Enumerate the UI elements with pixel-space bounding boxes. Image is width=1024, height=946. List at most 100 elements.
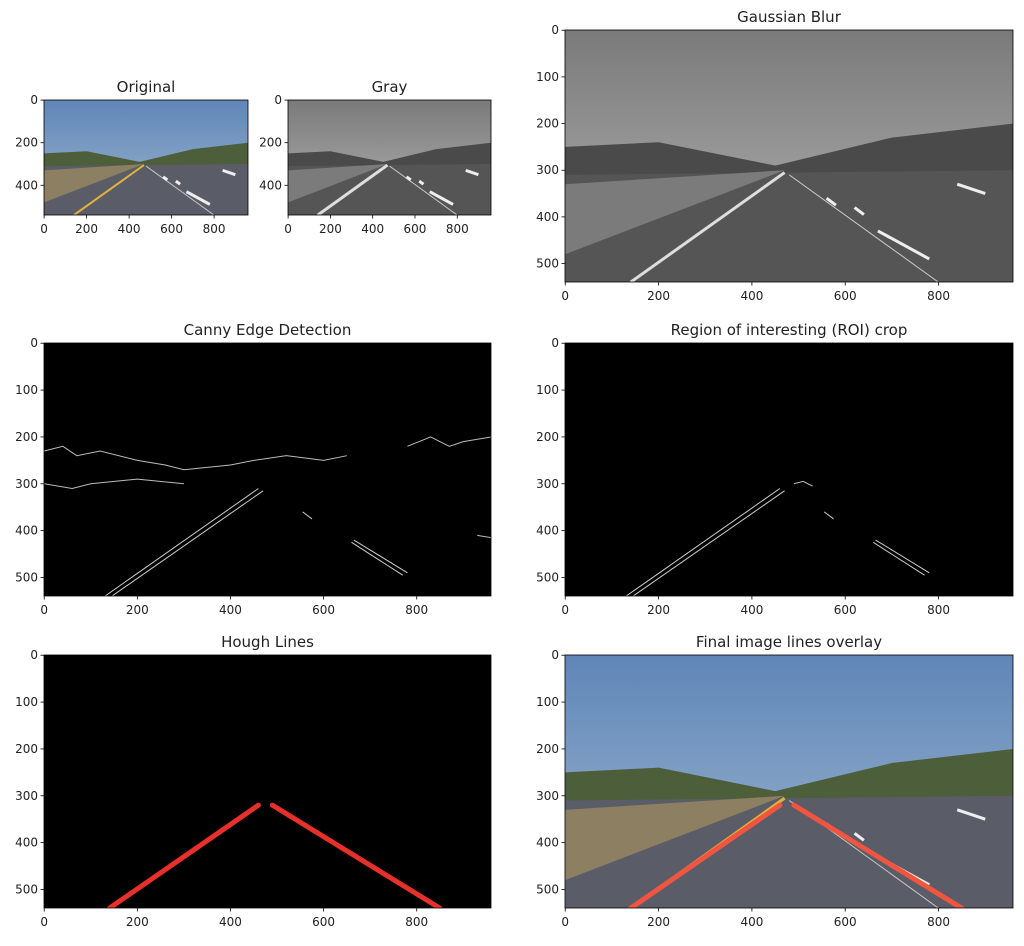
y-tick-label: 0 xyxy=(551,336,559,350)
scene-line xyxy=(853,206,865,216)
hough-line xyxy=(628,802,783,908)
scene-line xyxy=(44,478,184,489)
x-tick-label: 0 xyxy=(561,603,569,617)
y-tick-label: 100 xyxy=(15,383,38,397)
y-tick-label: 100 xyxy=(536,383,559,397)
scene-line xyxy=(407,436,491,447)
axes-frame xyxy=(43,99,249,216)
hough-line xyxy=(791,802,965,908)
scene-line xyxy=(877,229,930,261)
y-tick-label: 200 xyxy=(536,430,559,444)
scene-shape xyxy=(288,163,388,203)
scene-line xyxy=(429,190,454,206)
y-tick-label: 500 xyxy=(536,570,559,584)
y-tick-label: 400 xyxy=(15,178,38,192)
image-panel xyxy=(565,343,1013,596)
x-tick-label: 400 xyxy=(219,915,242,929)
background xyxy=(44,655,491,908)
hough-line xyxy=(269,802,443,908)
axes-frame xyxy=(43,342,492,597)
x-tick-label: 600 xyxy=(160,222,183,236)
y-tick-label: 0 xyxy=(30,336,38,350)
y-tick-label: 300 xyxy=(536,477,559,491)
x-tick-label: 0 xyxy=(561,915,569,929)
x-tick-label: 800 xyxy=(405,603,428,617)
y-tick-label: 200 xyxy=(15,742,38,756)
x-tick-label: 600 xyxy=(312,915,335,929)
scene-line xyxy=(465,168,479,177)
y-tick-label: 400 xyxy=(259,178,282,192)
scene-line xyxy=(353,539,408,574)
scene-line xyxy=(185,190,211,206)
panel-title: Hough Lines xyxy=(221,633,314,651)
axes-frame xyxy=(43,654,492,909)
x-tick-label: 0 xyxy=(40,915,48,929)
x-tick-label: 400 xyxy=(740,289,763,303)
y-tick-label: 500 xyxy=(15,570,38,584)
scene-line xyxy=(44,445,347,471)
scene-line xyxy=(418,179,425,186)
scene-line xyxy=(853,832,865,842)
x-tick-label: 600 xyxy=(834,915,857,929)
x-tick-label: 0 xyxy=(40,603,48,617)
scene-line xyxy=(389,165,458,215)
y-tick-label: 200 xyxy=(15,430,38,444)
x-tick-label: 200 xyxy=(75,222,98,236)
panel-title: Gaussian Blur xyxy=(737,8,842,26)
x-tick-label: 0 xyxy=(284,222,292,236)
scene-line xyxy=(875,539,930,574)
y-tick-label: 400 xyxy=(536,836,559,850)
x-tick-label: 200 xyxy=(126,915,149,929)
x-tick-label: 800 xyxy=(446,222,469,236)
y-tick-label: 0 xyxy=(551,23,559,37)
y-tick-label: 300 xyxy=(15,477,38,491)
background xyxy=(44,343,491,596)
x-tick-label: 400 xyxy=(740,603,763,617)
x-tick-label: 200 xyxy=(647,289,670,303)
y-tick-label: 500 xyxy=(536,882,559,896)
x-tick-label: 800 xyxy=(927,289,950,303)
scene-line xyxy=(956,182,986,195)
hough-line xyxy=(106,802,261,908)
y-tick-label: 0 xyxy=(274,93,282,107)
scene-line xyxy=(222,168,236,177)
x-tick-label: 200 xyxy=(126,603,149,617)
x-tick-label: 0 xyxy=(561,289,569,303)
image-panel xyxy=(288,100,491,215)
x-tick-label: 400 xyxy=(118,222,141,236)
axes-frame xyxy=(287,99,492,216)
scene-line xyxy=(111,490,264,596)
scene-line xyxy=(625,488,781,596)
panel-title: Region of interesting (ROI) crop xyxy=(671,321,908,339)
panel-title: Final image lines overlay xyxy=(696,633,882,651)
image-panel xyxy=(565,30,1013,282)
scene-line xyxy=(316,163,389,215)
image-panel xyxy=(44,100,248,215)
y-tick-label: 200 xyxy=(15,136,38,150)
x-tick-label: 600 xyxy=(834,289,857,303)
scene-shape xyxy=(44,163,144,203)
y-tick-label: 500 xyxy=(15,882,38,896)
x-tick-label: 600 xyxy=(312,603,335,617)
scene-shape xyxy=(565,795,785,881)
x-tick-label: 800 xyxy=(203,222,226,236)
y-tick-label: 0 xyxy=(30,648,38,662)
axes-frame xyxy=(564,29,1014,283)
image-panel xyxy=(44,655,491,908)
image-panel xyxy=(44,343,491,596)
y-tick-label: 400 xyxy=(536,210,559,224)
scene-line xyxy=(872,541,925,576)
scene-line xyxy=(956,808,986,821)
x-tick-label: 600 xyxy=(834,603,857,617)
x-tick-label: 200 xyxy=(647,603,670,617)
panel-title: Canny Edge Detection xyxy=(184,321,352,339)
y-tick-label: 500 xyxy=(536,257,559,271)
y-tick-label: 100 xyxy=(15,695,38,709)
y-tick-label: 400 xyxy=(15,836,38,850)
y-tick-label: 0 xyxy=(30,93,38,107)
scene-line xyxy=(793,480,813,487)
background xyxy=(565,343,1013,596)
scene-line xyxy=(629,171,786,282)
panel-title: Gray xyxy=(372,78,408,96)
